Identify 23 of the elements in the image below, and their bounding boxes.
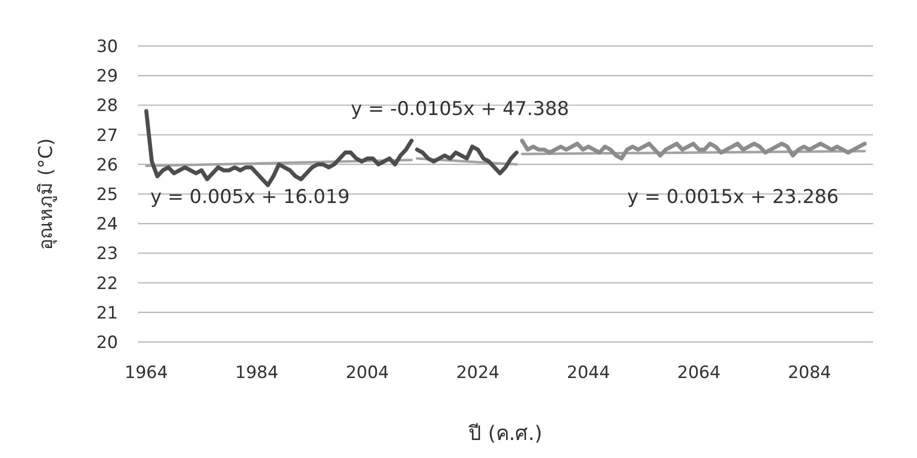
x-tick-label: 1964: [124, 363, 168, 383]
y-tick-label: 25: [96, 185, 118, 205]
x-tick-label: 1984: [235, 363, 278, 383]
y-tick-label: 30: [96, 37, 118, 57]
y-tick-label: 20: [96, 333, 118, 353]
x-tick-label: 2084: [788, 363, 832, 383]
annotation: y = 0.005x + 16.019: [150, 186, 350, 208]
x-tick-label: 2064: [677, 363, 721, 383]
y-tick-label: 23: [96, 244, 118, 264]
y-tick-label: 24: [96, 214, 118, 235]
y-tick-label: 29: [96, 66, 118, 87]
y-axis-title: อุณหภูมิ (°C): [35, 138, 58, 250]
annotation: y = -0.0105x + 47.388: [350, 98, 570, 120]
y-tick-label: 22: [96, 274, 118, 294]
x-axis-title: ปี (ค.ศ.): [468, 421, 542, 445]
x-tick-label: 2004: [346, 363, 389, 383]
x-tick-label: 2044: [566, 363, 610, 383]
y-tick-label: 27: [96, 126, 118, 146]
annotation: y = 0.0015x + 23.286: [627, 186, 839, 208]
x-tick-label: 2024: [456, 363, 500, 383]
y-tick-label: 21: [96, 303, 118, 324]
y-tick-label: 28: [96, 96, 118, 116]
y-tick-label: 26: [96, 155, 118, 176]
